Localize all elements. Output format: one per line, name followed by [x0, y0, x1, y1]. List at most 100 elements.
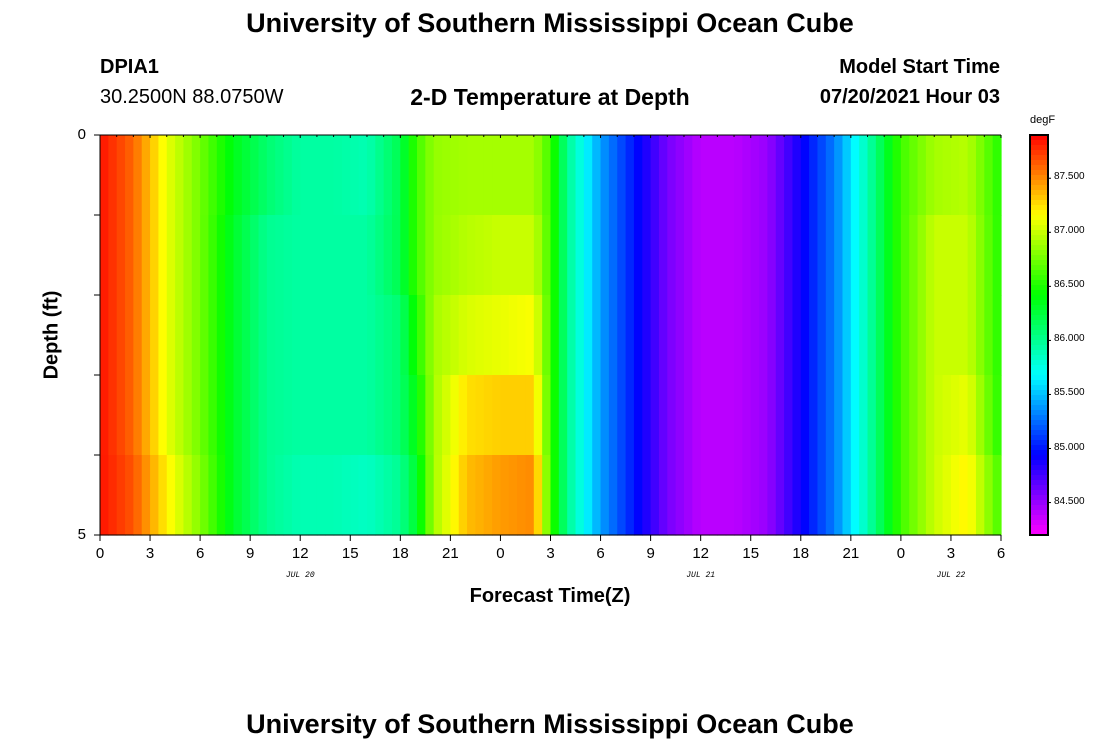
heatmap-cell	[959, 295, 969, 376]
heatmap-cell	[191, 295, 201, 376]
heatmap-cell	[642, 135, 652, 216]
colorbar-segment	[1030, 160, 1048, 166]
heatmap-cell	[350, 135, 360, 216]
colorbar-segment	[1030, 135, 1048, 141]
heatmap-cell	[258, 295, 268, 376]
heatmap-cell	[417, 375, 426, 456]
heatmap-cell	[358, 295, 368, 376]
heatmap-cell	[600, 455, 610, 536]
heatmap-cell	[892, 135, 902, 216]
heatmap-cell	[867, 295, 877, 376]
station-coordinates: 30.2500N 88.0750W	[100, 86, 284, 108]
heatmap-cell	[341, 295, 351, 376]
heatmap-cell	[859, 375, 869, 456]
colorbar-segment	[1030, 295, 1048, 301]
heatmap-cell	[575, 295, 585, 376]
heatmap-cell	[709, 215, 718, 296]
heatmap-cell	[291, 295, 301, 376]
heatmap-cell	[767, 215, 777, 296]
heatmap-cell	[992, 135, 1002, 216]
heatmap-cell	[617, 135, 627, 216]
heatmap-cell	[225, 295, 235, 376]
heatmap-cell	[316, 375, 326, 456]
heatmap-cell	[967, 455, 977, 536]
x-tick-label: 18	[792, 545, 810, 562]
heatmap-cell	[166, 135, 176, 216]
heatmap-cell	[208, 375, 218, 456]
heatmap-cell	[900, 375, 910, 456]
heatmap-cell	[141, 135, 151, 216]
heatmap-cell	[108, 455, 118, 536]
heatmap-cell	[116, 295, 126, 376]
heatmap-cell	[742, 215, 752, 296]
colorbar-segment	[1030, 475, 1048, 481]
colorbar-segment	[1030, 530, 1048, 536]
heatmap-cell	[542, 135, 552, 216]
heatmap-cell	[100, 375, 109, 456]
heatmap-cell	[191, 455, 201, 536]
heatmap-cell	[608, 215, 618, 296]
colorbar-segment	[1030, 300, 1048, 306]
heatmap-cell	[683, 375, 693, 456]
colorbar-segment	[1030, 165, 1048, 171]
heatmap-cell	[617, 455, 627, 536]
heatmap-cell	[567, 375, 577, 456]
heatmap-cell	[950, 455, 960, 536]
heatmap-cell	[183, 135, 193, 216]
heatmap-cell	[700, 215, 710, 296]
heatmap-cell	[834, 295, 844, 376]
heatmap-cell	[458, 375, 468, 456]
heatmap-cell	[633, 135, 643, 216]
colorbar-segment	[1030, 195, 1048, 201]
heatmap-cell	[450, 215, 460, 296]
colorbar-segment	[1030, 260, 1048, 266]
colorbar-segment	[1030, 235, 1048, 241]
heatmap-cell	[241, 455, 251, 536]
heatmap-cell	[341, 455, 351, 536]
heatmap-cell	[592, 375, 602, 456]
colorbar-segment	[1030, 320, 1048, 326]
heatmap-cell	[925, 295, 935, 376]
heatmap-cell	[283, 215, 293, 296]
heatmap-cell	[909, 135, 919, 216]
heatmap-cell	[775, 135, 785, 216]
heatmap-cell	[283, 375, 293, 456]
heatmap-cell	[842, 375, 852, 456]
heatmap-cell	[216, 135, 226, 216]
heatmap-cell	[375, 295, 385, 376]
heatmap-cell	[183, 455, 193, 536]
heatmap-cell	[258, 455, 268, 536]
heatmap-cell	[642, 375, 652, 456]
footer-title: University of Southern Mississippi Ocean…	[246, 709, 854, 739]
heatmap-cell	[625, 135, 635, 216]
colorbar-segment	[1030, 460, 1048, 466]
heatmap-cell	[917, 215, 927, 296]
heatmap-cell	[158, 455, 168, 536]
colorbar-segment	[1030, 440, 1048, 446]
heatmap-cell	[375, 215, 385, 296]
heatmap-cell	[975, 455, 985, 536]
heatmap-cell	[800, 135, 810, 216]
heatmap-cell	[742, 455, 752, 536]
heatmap-cell	[492, 135, 502, 216]
heatmap-cell	[508, 295, 518, 376]
heatmap-cell	[992, 295, 1002, 376]
heatmap-cell	[917, 375, 927, 456]
heatmap-cell	[717, 295, 727, 376]
heatmap-cell	[275, 135, 285, 216]
heatmap-cell	[116, 375, 126, 456]
heatmap-cell	[734, 375, 743, 456]
heatmap-cell	[867, 135, 877, 216]
heatmap-cell	[675, 135, 685, 216]
colorbar-segment	[1030, 360, 1048, 366]
heatmap-cell	[558, 455, 568, 536]
heatmap-cell	[183, 375, 193, 456]
heatmap-cell	[475, 455, 485, 536]
heatmap-cell	[817, 215, 827, 296]
y-axis-label: Depth (ft)	[40, 290, 63, 380]
colorbar-segment	[1030, 425, 1048, 431]
heatmap-cell	[116, 135, 126, 216]
heatmap-cell	[225, 455, 235, 536]
heatmap-cell	[508, 455, 518, 536]
heatmap-cell	[775, 215, 785, 296]
